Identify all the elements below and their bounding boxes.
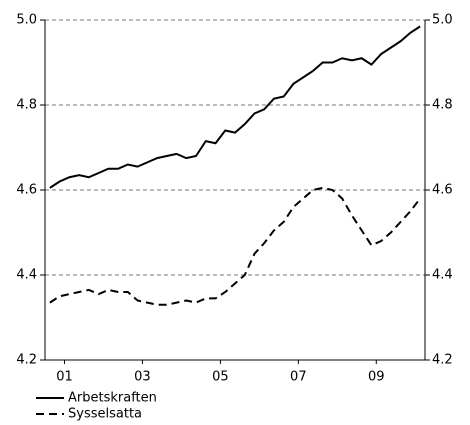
series-line <box>49 25 421 189</box>
legend-label: Sysselsatta <box>68 407 142 422</box>
x-tick-label: 01 <box>56 370 73 385</box>
y2-tick-label: 4.4 <box>432 268 453 283</box>
y-tick-label: 4.6 <box>16 183 37 198</box>
x-tick-label: 05 <box>212 370 229 385</box>
y2-tick-label: 4.6 <box>432 183 453 198</box>
y-tick-label: 4.4 <box>16 268 37 283</box>
legend-label: Arbetskraften <box>68 391 157 406</box>
y-tick-label: 4.8 <box>16 98 37 113</box>
y-tick-label: 5.0 <box>16 13 37 28</box>
x-tick-label: 03 <box>134 370 151 385</box>
y2-tick-label: 4.2 <box>432 353 453 368</box>
x-tick-label: 09 <box>368 370 385 385</box>
series-line <box>49 186 421 306</box>
y-tick-label: 4.2 <box>16 353 37 368</box>
x-tick-label: 07 <box>290 370 307 385</box>
y2-tick-label: 4.8 <box>432 98 453 113</box>
y2-tick-label: 5.0 <box>432 13 453 28</box>
